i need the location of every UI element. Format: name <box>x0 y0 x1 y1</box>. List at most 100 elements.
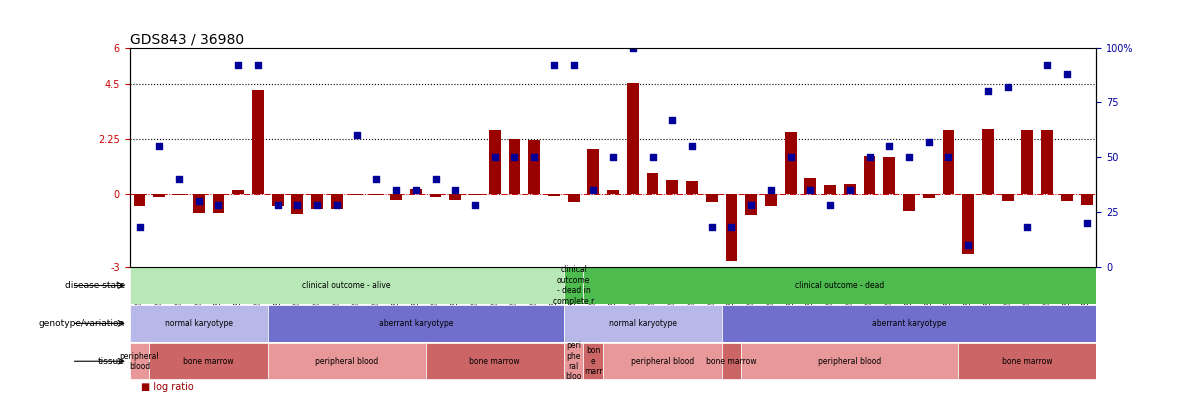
Text: bone marrow: bone marrow <box>183 357 233 366</box>
Point <box>861 154 880 160</box>
Point <box>565 62 584 68</box>
Bar <box>982 129 994 194</box>
Point <box>584 187 602 193</box>
Text: clinical outcome - alive: clinical outcome - alive <box>303 281 391 290</box>
Bar <box>212 194 224 213</box>
Bar <box>804 178 816 194</box>
Point <box>426 176 444 182</box>
Point <box>505 154 523 160</box>
Point <box>801 187 819 193</box>
Point <box>347 132 365 138</box>
Point <box>130 224 149 230</box>
Bar <box>1081 194 1093 205</box>
Point <box>328 202 347 208</box>
Point <box>525 154 544 160</box>
Text: bone marrow: bone marrow <box>706 357 757 366</box>
Point <box>979 88 997 95</box>
Point <box>900 154 918 160</box>
Text: clinical
outcome
- dead in
complete r: clinical outcome - dead in complete r <box>553 265 594 306</box>
Point <box>643 154 661 160</box>
Bar <box>449 194 461 200</box>
FancyBboxPatch shape <box>564 267 584 304</box>
Point <box>150 143 169 149</box>
Text: peripheral blood: peripheral blood <box>631 357 694 366</box>
Text: ■ log ratio: ■ log ratio <box>141 382 195 392</box>
FancyBboxPatch shape <box>742 343 959 379</box>
Point <box>170 176 189 182</box>
Point <box>387 187 406 193</box>
Point <box>762 187 780 193</box>
Bar <box>410 189 422 194</box>
Text: GDS843 / 36980: GDS843 / 36980 <box>130 32 244 46</box>
Bar <box>962 194 974 255</box>
Text: peripheral
blood: peripheral blood <box>120 352 159 371</box>
FancyBboxPatch shape <box>722 305 1096 342</box>
Bar <box>666 180 678 194</box>
Bar <box>686 181 698 194</box>
Text: genotype/variation: genotype/variation <box>39 319 125 328</box>
Text: normal karyotype: normal karyotype <box>165 319 232 328</box>
Point <box>920 139 938 145</box>
Bar <box>646 173 658 194</box>
FancyBboxPatch shape <box>426 343 564 379</box>
Text: bon
e
marr: bon e marr <box>584 346 602 376</box>
FancyBboxPatch shape <box>130 343 150 379</box>
Bar <box>942 130 955 194</box>
Bar <box>568 194 580 202</box>
Point <box>209 202 228 208</box>
Bar <box>429 194 441 197</box>
Bar <box>587 148 599 194</box>
FancyBboxPatch shape <box>564 343 584 379</box>
Point <box>367 176 386 182</box>
Bar <box>311 194 323 209</box>
Point <box>466 202 485 208</box>
Bar <box>370 194 382 195</box>
Bar <box>824 185 836 194</box>
Point <box>722 224 740 230</box>
Bar <box>725 194 737 261</box>
FancyBboxPatch shape <box>130 305 268 342</box>
Bar <box>193 194 205 213</box>
FancyBboxPatch shape <box>130 267 564 304</box>
Text: bone marrow: bone marrow <box>469 357 520 366</box>
Text: peripheral blood: peripheral blood <box>818 357 882 366</box>
Bar <box>1041 130 1053 194</box>
Point <box>624 44 643 51</box>
FancyBboxPatch shape <box>584 343 604 379</box>
Bar <box>528 140 540 194</box>
Bar <box>350 194 362 195</box>
Bar <box>331 194 343 209</box>
Bar <box>923 194 935 198</box>
Point <box>742 202 760 208</box>
Point <box>545 62 564 68</box>
Text: clinical outcome - dead: clinical outcome - dead <box>796 281 884 290</box>
FancyBboxPatch shape <box>268 343 426 379</box>
Bar <box>1002 194 1014 201</box>
FancyBboxPatch shape <box>584 267 1096 304</box>
FancyBboxPatch shape <box>959 343 1096 379</box>
Bar <box>1061 194 1073 201</box>
Point <box>821 202 839 208</box>
Point <box>999 84 1017 90</box>
Bar <box>548 194 560 196</box>
Text: peripheral blood: peripheral blood <box>315 357 378 366</box>
Text: peri
phe
ral
bloo: peri phe ral bloo <box>566 341 581 381</box>
Point <box>1078 220 1096 226</box>
Point <box>683 143 702 149</box>
Bar <box>745 194 757 215</box>
Text: bone marrow: bone marrow <box>1002 357 1053 366</box>
Bar <box>785 131 797 194</box>
Point <box>604 154 623 160</box>
Bar <box>173 194 185 195</box>
Bar <box>765 194 777 206</box>
Point <box>249 62 268 68</box>
Text: normal karyotype: normal karyotype <box>608 319 677 328</box>
FancyBboxPatch shape <box>150 343 268 379</box>
Bar <box>627 83 639 194</box>
Text: aberrant karyotype: aberrant karyotype <box>378 319 453 328</box>
Bar <box>390 194 402 200</box>
Bar <box>489 130 501 194</box>
Bar <box>232 190 244 194</box>
Point <box>663 117 681 123</box>
Point <box>308 202 327 208</box>
